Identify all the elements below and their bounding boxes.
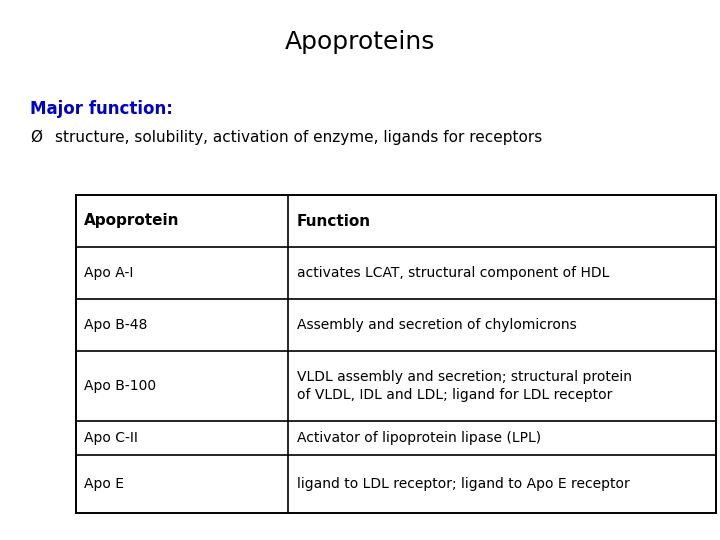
Text: Apo B-48: Apo B-48 xyxy=(84,318,148,332)
Text: Apo C-II: Apo C-II xyxy=(84,431,138,445)
Text: Function: Function xyxy=(297,213,371,228)
Text: Apo B-100: Apo B-100 xyxy=(84,379,156,393)
Text: structure, solubility, activation of enzyme, ligands for receptors: structure, solubility, activation of enz… xyxy=(55,130,542,145)
Text: VLDL assembly and secretion; structural protein
of VLDL, IDL and LDL; ligand for: VLDL assembly and secretion; structural … xyxy=(297,370,631,402)
Text: Activator of lipoprotein lipase (LPL): Activator of lipoprotein lipase (LPL) xyxy=(297,431,541,445)
Bar xyxy=(76,195,716,513)
Text: activates LCAT, structural component of HDL: activates LCAT, structural component of … xyxy=(297,266,609,280)
Text: Assembly and secretion of chylomicrons: Assembly and secretion of chylomicrons xyxy=(297,318,577,332)
Text: ligand to LDL receptor; ligand to Apo E receptor: ligand to LDL receptor; ligand to Apo E … xyxy=(297,477,629,491)
Text: Ø: Ø xyxy=(30,130,42,145)
Text: Apo E: Apo E xyxy=(84,477,125,491)
Text: Apoprotein: Apoprotein xyxy=(84,213,180,228)
Text: Apo A-I: Apo A-I xyxy=(84,266,134,280)
Text: Apoproteins: Apoproteins xyxy=(285,30,435,54)
Text: Major function:: Major function: xyxy=(30,100,173,118)
